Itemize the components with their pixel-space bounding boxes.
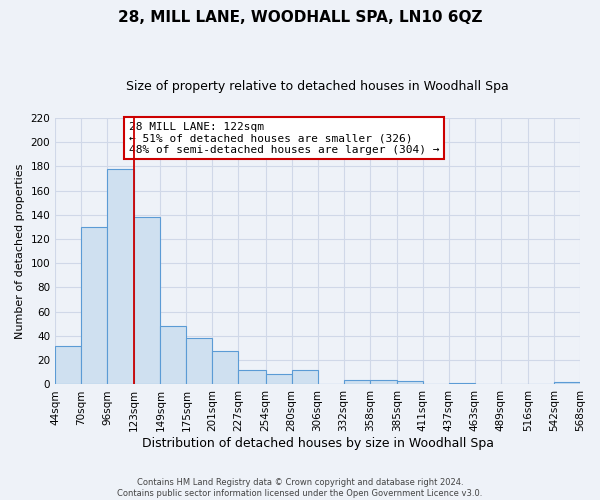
Bar	[344, 380, 370, 384]
Bar	[266, 374, 292, 384]
Bar	[370, 380, 397, 384]
X-axis label: Distribution of detached houses by size in Woodhall Spa: Distribution of detached houses by size …	[142, 437, 494, 450]
Bar	[397, 381, 423, 384]
Bar	[81, 227, 107, 384]
Bar	[55, 346, 81, 385]
Bar	[449, 383, 475, 384]
Bar	[238, 370, 266, 384]
Bar	[187, 338, 212, 384]
Text: 28, MILL LANE, WOODHALL SPA, LN10 6QZ: 28, MILL LANE, WOODHALL SPA, LN10 6QZ	[118, 10, 482, 25]
Bar	[554, 382, 580, 384]
Bar	[212, 350, 238, 384]
Bar	[107, 168, 134, 384]
Bar	[160, 326, 187, 384]
Text: Contains HM Land Registry data © Crown copyright and database right 2024.
Contai: Contains HM Land Registry data © Crown c…	[118, 478, 482, 498]
Title: Size of property relative to detached houses in Woodhall Spa: Size of property relative to detached ho…	[126, 80, 509, 93]
Bar	[134, 217, 160, 384]
Y-axis label: Number of detached properties: Number of detached properties	[15, 164, 25, 339]
Text: 28 MILL LANE: 122sqm
← 51% of detached houses are smaller (326)
48% of semi-deta: 28 MILL LANE: 122sqm ← 51% of detached h…	[128, 122, 439, 155]
Bar	[292, 370, 317, 384]
